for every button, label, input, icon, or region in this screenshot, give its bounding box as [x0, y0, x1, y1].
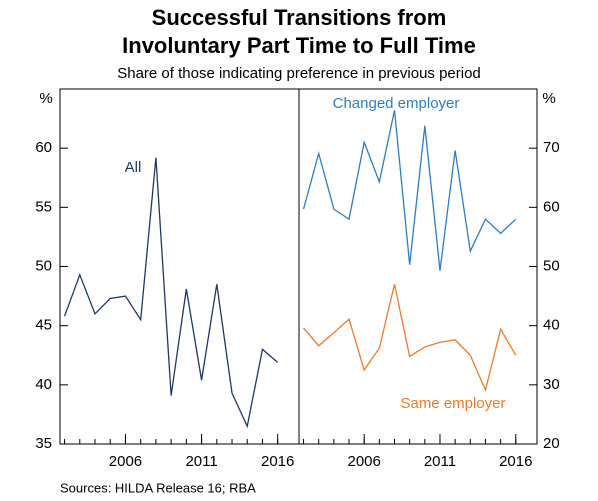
chart-subtitle: Share of those indicating preference in …	[117, 65, 481, 82]
y-tick-label: 70	[543, 139, 560, 156]
y-tick-label: 20	[543, 435, 560, 452]
y-tick-label: 40	[35, 376, 52, 393]
series-label: All	[125, 159, 142, 176]
y-tick-label: 30	[543, 376, 560, 393]
series-label: Changed employer	[333, 95, 460, 112]
x-tick-label: 2016	[261, 453, 294, 470]
series-line	[63, 157, 279, 429]
y-tick-label: 45	[35, 317, 52, 334]
y-tick-label: 35	[35, 435, 52, 452]
y-axis-unit: %	[542, 90, 555, 107]
y-tick-label: 60	[35, 139, 52, 156]
series-line	[303, 284, 517, 393]
y-axis-unit: %	[39, 90, 52, 107]
source-note: Sources: HILDA Release 16; RBA	[60, 480, 256, 495]
x-tick-label: 2016	[499, 453, 532, 470]
y-tick-label: 50	[543, 257, 560, 274]
x-tick-label: 2006	[109, 453, 142, 470]
y-tick-label: 60	[543, 198, 560, 215]
x-tick-label: 2006	[347, 453, 380, 470]
y-tick-label: 55	[35, 198, 52, 215]
y-tick-label: 50	[35, 257, 52, 274]
chart-title: Involuntary Part Time to Full Time	[122, 33, 476, 58]
series-label: Same employer	[400, 395, 505, 412]
y-tick-label: 40	[543, 317, 560, 334]
series-line	[302, 110, 517, 271]
chart-title: Successful Transitions from	[152, 5, 447, 30]
x-tick-label: 2011	[185, 453, 217, 470]
x-tick-label: 2011	[424, 453, 456, 470]
